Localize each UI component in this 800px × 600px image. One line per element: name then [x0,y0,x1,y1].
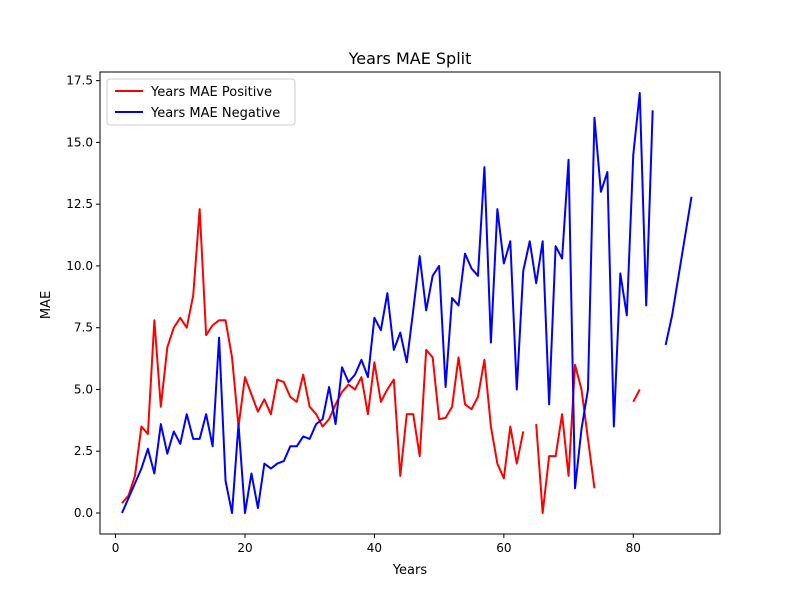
series-line-negative [121,92,693,514]
x-tick-label: 0 [112,541,120,555]
y-tick-label: 5.0 [74,382,93,396]
x-tick-label: 60 [496,541,511,555]
legend-box [106,78,296,126]
x-tick-label: 40 [367,541,382,555]
x-tick-label: 20 [237,541,252,555]
y-tick-label: 7.5 [74,321,93,335]
y-tick-label: 10.0 [66,259,93,273]
plot-area [121,92,693,514]
y-tick-label: 15.0 [66,135,93,149]
chart-title: Years MAE Split [348,49,472,68]
x-axis: 0 20 40 60 80 [112,534,641,555]
legend-label: Years MAE Positive [150,85,272,100]
y-tick-label: 0.0 [74,506,93,520]
y-tick-label: 2.5 [74,444,93,458]
y-tick-label: 17.5 [66,74,93,88]
y-axis-label: MAE [39,291,54,319]
plot-frame [99,71,721,535]
x-axis-label: Years [392,563,428,578]
legend: Years MAE Positive Years MAE Negative [106,78,296,126]
y-axis: 0.0 2.5 5.0 7.5 10.0 12.5 15.0 17.5 [66,74,100,520]
legend-label: Years MAE Negative [150,106,280,121]
x-tick-label: 80 [626,541,641,555]
y-tick-label: 12.5 [66,197,93,211]
